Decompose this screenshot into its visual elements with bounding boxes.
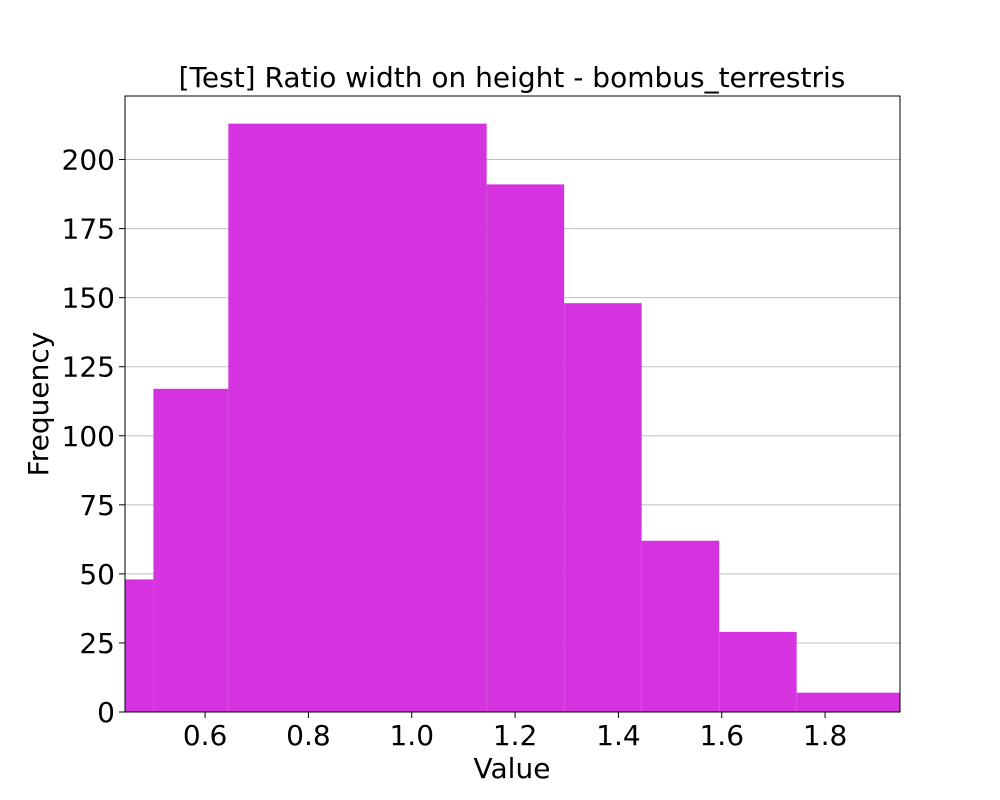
y-tick-label-7: 175 bbox=[62, 213, 115, 246]
chart-title: [Test] Ratio width on height - bombus_te… bbox=[179, 61, 846, 94]
histogram-bar-3 bbox=[486, 184, 565, 712]
histogram-bar-7 bbox=[796, 692, 900, 712]
histogram-bar-6 bbox=[719, 631, 797, 712]
histogram-bar-1 bbox=[153, 388, 229, 712]
x-tick-label-0: 0.6 bbox=[183, 719, 228, 752]
plot-frame bbox=[124, 95, 901, 713]
histogram-bar-0 bbox=[125, 579, 154, 712]
y-tick-label-5: 125 bbox=[62, 351, 115, 384]
y-tick-label-3: 75 bbox=[79, 489, 115, 522]
x-tick-label-2: 1.0 bbox=[389, 719, 434, 752]
histogram-bar-2 bbox=[228, 123, 487, 713]
histogram-bar-5 bbox=[641, 540, 720, 712]
y-tick-label-0: 0 bbox=[97, 696, 115, 729]
y-tick-label-8: 200 bbox=[62, 144, 115, 177]
x-tick-label-6: 1.8 bbox=[803, 719, 848, 752]
y-axis: 0 25 50 75 100 125 150 175 200 bbox=[62, 144, 125, 729]
y-tick-label-6: 150 bbox=[62, 282, 115, 315]
x-axis: 0.6 0.8 1.0 1.2 1.4 1.6 1.8 bbox=[183, 712, 848, 752]
y-axis-label: Frequency bbox=[22, 332, 55, 477]
y-tick-label-2: 50 bbox=[79, 558, 115, 591]
x-tick-label-1: 0.8 bbox=[286, 719, 331, 752]
y-tick-label-4: 100 bbox=[62, 420, 115, 453]
x-tick-label-5: 1.6 bbox=[699, 719, 744, 752]
x-tick-label-3: 1.2 bbox=[493, 719, 538, 752]
y-tick-label-1: 25 bbox=[79, 627, 115, 660]
histogram-bar-4 bbox=[564, 303, 642, 712]
x-tick-label-4: 1.4 bbox=[596, 719, 641, 752]
histogram-bars bbox=[125, 123, 900, 713]
x-axis-label: Value bbox=[474, 752, 551, 785]
